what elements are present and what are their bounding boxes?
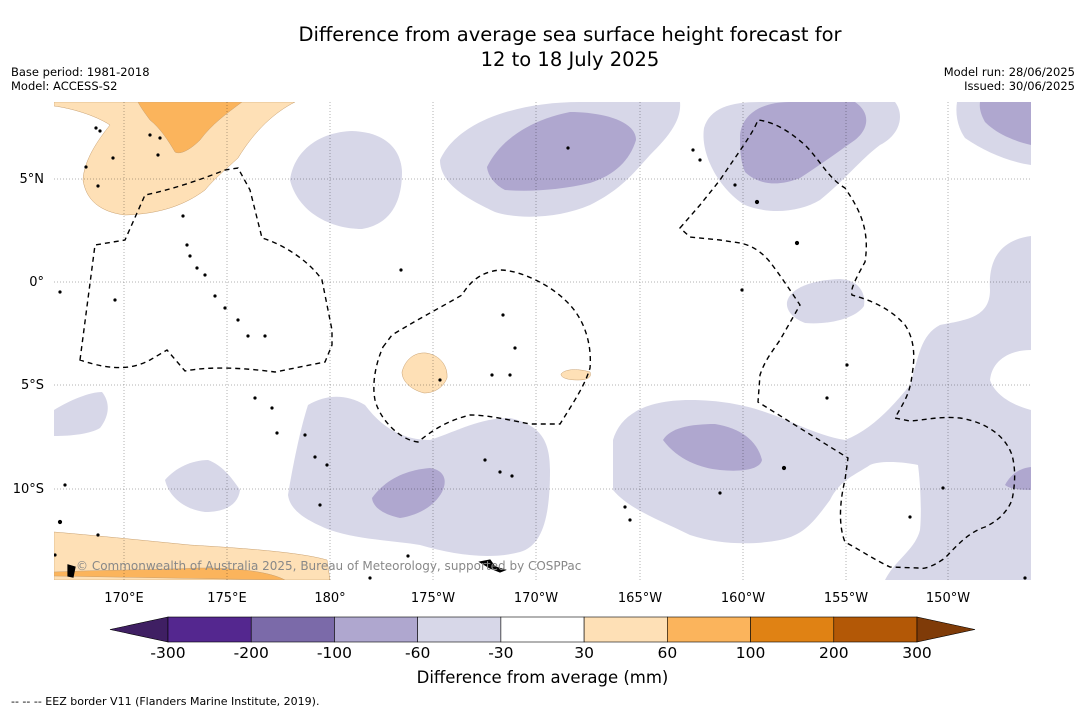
- positive-anomaly-small: [560, 369, 591, 381]
- colorbar-tick-label: -30: [488, 644, 513, 662]
- title-line-1: Difference from average sea surface heig…: [298, 23, 842, 46]
- negative-anomaly-2-strong: [487, 112, 636, 191]
- colorbar-segment: [334, 616, 418, 643]
- lat-label-10s: 10°S: [13, 482, 44, 497]
- colorbar-tick-label: 100: [736, 644, 766, 662]
- eez-border-line-islands: [679, 119, 1016, 570]
- longitude-labels: 170°E 175°E 180° 175°W 170°W 165°W 160°W…: [104, 591, 970, 606]
- colorbar-tick-label: -60: [405, 644, 430, 662]
- eez-border-phoenix-tokelau: [373, 269, 592, 443]
- footnote-eez: -- -- -- EEZ border V11 (Flanders Marine…: [11, 695, 320, 708]
- negative-anomaly-9: [613, 236, 1031, 580]
- colorbar: [109, 616, 976, 643]
- lon-label-160w: 160°W: [721, 591, 765, 606]
- base-period: Base period: 1981-2018: [11, 65, 150, 79]
- meta-right: Model run: 28/06/2025 Issued: 30/06/2025: [944, 65, 1075, 93]
- colorbar-extend-high: [916, 616, 976, 643]
- positive-anomaly-nw-strong: [137, 102, 243, 154]
- colorbar-tick-label: -200: [234, 644, 269, 662]
- colorbar-tick-label: 200: [819, 644, 849, 662]
- lat-label-5s: 5°S: [21, 378, 44, 393]
- positive-anomaly-south: [54, 531, 331, 580]
- negative-anomaly-5: [786, 279, 865, 324]
- lon-label-175w: 175°W: [411, 591, 455, 606]
- negative-anomaly-8-strong: [372, 468, 445, 518]
- colorbar-segment: [417, 616, 502, 643]
- lon-label-170e: 170°E: [104, 591, 144, 606]
- colorbar-tick-label: -300: [150, 644, 185, 662]
- colorbar-segment: [500, 616, 585, 643]
- white-gap-east: [990, 350, 1031, 410]
- eez-border-kiribati-gilbert: [79, 167, 333, 373]
- eez-borders: [79, 119, 1016, 570]
- negative-anomaly-6: [54, 392, 108, 436]
- colorbar-tick-label: 300: [902, 644, 932, 662]
- lon-label-170w: 170°W: [514, 591, 558, 606]
- model-run: Model run: 28/06/2025: [943, 65, 1075, 79]
- colorbar-extend-low: [109, 616, 169, 643]
- lon-label-155w: 155°W: [824, 591, 868, 606]
- islands: [54, 126, 1027, 580]
- colorbar-segment: [833, 616, 918, 643]
- colorbar-tick-label: 60: [657, 644, 677, 662]
- colorbar-label: Difference from average (mm): [416, 668, 669, 687]
- negative-anomaly-4-strong: [979, 102, 1031, 145]
- lon-label-175e: 175°E: [207, 591, 247, 606]
- lon-label-150w: 150°W: [926, 591, 970, 606]
- colorbar-tick-label: -100: [317, 644, 352, 662]
- positive-anomaly-center: [401, 352, 448, 394]
- graticule: [54, 102, 1031, 580]
- model-name: Model: ACCESS-S2: [11, 79, 118, 93]
- lat-label-0: 0°: [29, 275, 44, 290]
- colorbar-segment: [583, 616, 668, 643]
- positive-anomaly-nw: [54, 102, 296, 216]
- negative-anomaly-9-strong: [663, 424, 762, 471]
- issued-date: Issued: 30/06/2025: [964, 79, 1075, 93]
- lat-label-5n: 5°N: [20, 172, 45, 187]
- copyright-notice: © Commonwealth of Australia 2025, Bureau…: [76, 559, 581, 573]
- negative-anomaly-7: [165, 460, 240, 512]
- chart-title: Difference from average sea surface heig…: [0, 22, 1085, 72]
- colorbar-ticks: -300 -200 -100 -60 -30 30 60 100 200 300: [150, 644, 931, 662]
- lon-label-180: 180°: [314, 591, 345, 606]
- latitude-labels: 5°N 0° 5°S 10°S: [13, 172, 44, 497]
- negative-anomaly-1: [290, 131, 402, 229]
- colorbar-segment: [750, 616, 835, 643]
- colorbar-segment: [167, 616, 252, 643]
- colorbar-segment: [250, 616, 335, 643]
- map-area: © Commonwealth of Australia 2025, Bureau…: [54, 102, 1031, 580]
- title-line-2: 12 to 18 July 2025: [480, 48, 660, 71]
- colorbar-tick-label: 30: [574, 644, 594, 662]
- negative-anomaly-10: [1005, 467, 1031, 490]
- lon-label-165w: 165°W: [618, 591, 662, 606]
- colorbar-segment: [667, 616, 751, 643]
- meta-left: Base period: 1981-2018 Model: ACCESS-S2: [11, 65, 150, 93]
